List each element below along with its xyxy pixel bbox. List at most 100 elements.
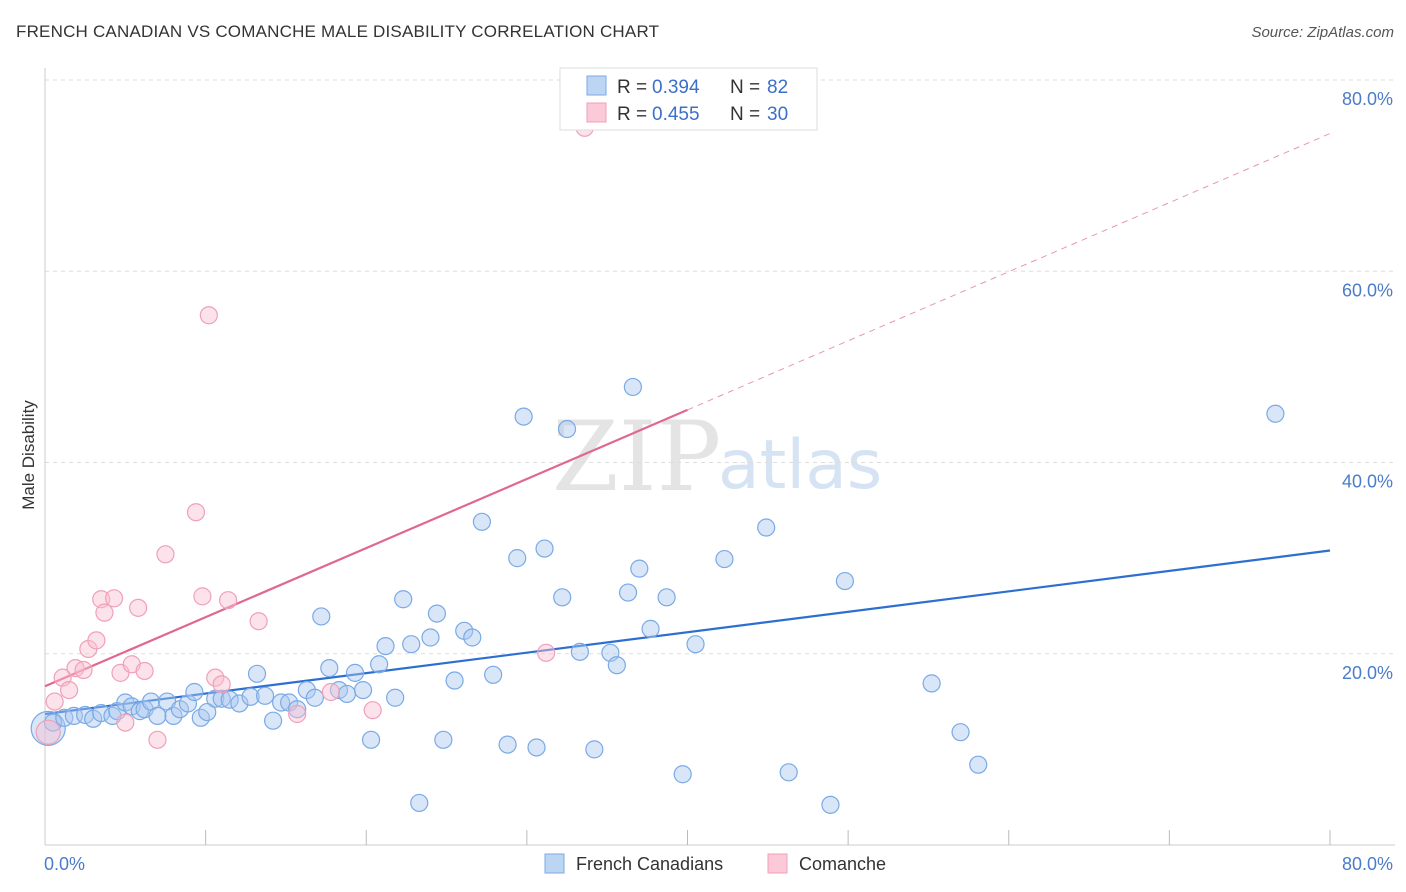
point-french-canadians-81 <box>969 755 988 774</box>
point-comanche-24 <box>249 612 268 631</box>
point-french-canadians-29 <box>263 711 283 730</box>
legend-n-value-blue: 82 <box>767 77 788 98</box>
point-french-canadians-19 <box>185 682 204 702</box>
point-comanche-10 <box>104 589 124 608</box>
point-french-canadians-34 <box>305 688 324 707</box>
point-french-canadians-41 <box>361 730 381 749</box>
point-comanche-8 <box>92 590 111 609</box>
point-french-canadians-73 <box>686 635 705 654</box>
point-french-canadians-58 <box>514 407 533 426</box>
point-french-canadians-62 <box>557 419 577 439</box>
point-french-canadians-76 <box>779 763 798 782</box>
point-comanche-23 <box>219 591 238 610</box>
point-french-canadians-59 <box>527 738 546 757</box>
point-french-canadians-49 <box>427 604 447 623</box>
point-french-canadians-50 <box>434 730 453 749</box>
point-french-canadians-63 <box>570 642 589 661</box>
point-comanche-3 <box>59 680 79 700</box>
point-comanche-5 <box>74 660 93 680</box>
point-french-canadians-18 <box>178 694 198 713</box>
legend-r-label-pink: R = <box>617 104 647 125</box>
x-tick-label-max: 80.0% <box>1342 854 1393 874</box>
trend-line-comanche-solid <box>44 408 688 688</box>
point-french-canadians-45 <box>394 590 413 609</box>
point-french-canadians-14 <box>148 706 167 726</box>
point-french-canadians-1 <box>43 713 63 732</box>
point-french-canadians-56 <box>498 735 517 754</box>
point-french-canadians-44 <box>386 688 405 707</box>
bottom-legend-swatch-pink <box>767 853 788 874</box>
point-comanche-14 <box>129 598 148 617</box>
point-french-canadians-61 <box>553 588 572 607</box>
point-french-canadians-40 <box>353 680 373 700</box>
point-french-canadians-39 <box>345 663 365 682</box>
y-tick-label-80: 80.0% <box>1342 89 1393 109</box>
point-french-canadians-80 <box>951 723 970 742</box>
point-french-canadians-43 <box>376 636 395 656</box>
point-comanche-7 <box>87 631 106 650</box>
point-french-canadians-47 <box>410 793 429 813</box>
y-axis-title: Male Disability <box>19 400 38 510</box>
point-comanche-25 <box>288 704 307 724</box>
point-comanche-16 <box>148 730 167 749</box>
legend-r-label-blue: R = <box>617 77 647 98</box>
point-french-canadians-68 <box>623 377 642 397</box>
data-points <box>30 118 1285 814</box>
point-french-canadians-27 <box>247 664 267 683</box>
x-tick-label-min: 0.0% <box>44 854 85 874</box>
point-comanche-15 <box>135 661 154 681</box>
point-comanche-20 <box>199 306 218 325</box>
legend-r-value-pink: 0.455 <box>652 104 700 125</box>
point-french-canadians-75 <box>757 518 776 537</box>
point-french-canadians-48 <box>421 628 440 647</box>
point-french-canadians-57 <box>508 549 527 568</box>
source-label: Source: ZipAtlas.com <box>1251 24 1394 41</box>
bottom-legend: French Canadians Comanche <box>544 853 886 874</box>
legend-n-value-pink: 30 <box>767 104 788 125</box>
point-french-canadians-36 <box>320 658 339 678</box>
point-french-canadians-25 <box>230 694 249 713</box>
point-comanche-1 <box>45 692 64 711</box>
point-french-canadians-74 <box>715 549 734 569</box>
point-french-canadians-16 <box>164 706 183 726</box>
bottom-legend-swatch-blue <box>544 853 565 874</box>
point-french-canadians-6 <box>92 703 111 723</box>
legend-n-label-pink: N = <box>730 104 760 125</box>
point-comanche-28 <box>537 643 556 662</box>
point-french-canadians-46 <box>402 635 421 654</box>
point-french-canadians-21 <box>198 702 217 722</box>
point-french-canadians-69 <box>630 559 649 578</box>
point-comanche-12 <box>116 713 135 732</box>
point-comanche-21 <box>206 668 225 687</box>
point-comanche-17 <box>156 545 175 564</box>
point-french-canadians-71 <box>657 588 676 607</box>
point-french-canadians-70 <box>641 619 660 638</box>
point-comanche-18 <box>186 503 206 522</box>
legend-swatch-pink <box>586 102 607 123</box>
point-french-canadians-32 <box>288 700 307 719</box>
point-french-canadians-72 <box>673 765 692 784</box>
point-french-canadians-38 <box>337 684 357 704</box>
legend-r-value-blue: 0.394 <box>652 77 700 98</box>
y-tick-label-60: 60.0% <box>1342 280 1393 300</box>
point-french-canadians-77 <box>821 795 840 814</box>
point-french-canadians-66 <box>607 656 626 675</box>
legend-n-label-blue: N = <box>730 77 760 98</box>
point-french-canadians-42 <box>370 655 389 674</box>
bottom-legend-comanche: Comanche <box>799 854 886 874</box>
point-french-canadians-35 <box>312 607 331 626</box>
point-french-canadians-79 <box>922 674 941 693</box>
point-comanche-22 <box>212 675 231 694</box>
point-comanche-0 <box>35 719 61 745</box>
axes: 20.0% 40.0% 60.0% 80.0% 0.0% 80.0% <box>44 68 1395 874</box>
chart-title: FRENCH CANADIAN VS COMANCHE MALE DISABIL… <box>16 22 660 41</box>
point-french-canadians-0 <box>30 710 66 746</box>
point-french-canadians-54 <box>472 512 491 531</box>
point-comanche-19 <box>193 587 212 606</box>
trend-line-french-canadians <box>44 549 1331 716</box>
point-french-canadians-26 <box>241 687 260 706</box>
point-french-canadians-82 <box>1266 404 1285 423</box>
trend-lines <box>44 133 1331 716</box>
bottom-legend-french-canadians: French Canadians <box>576 854 723 874</box>
